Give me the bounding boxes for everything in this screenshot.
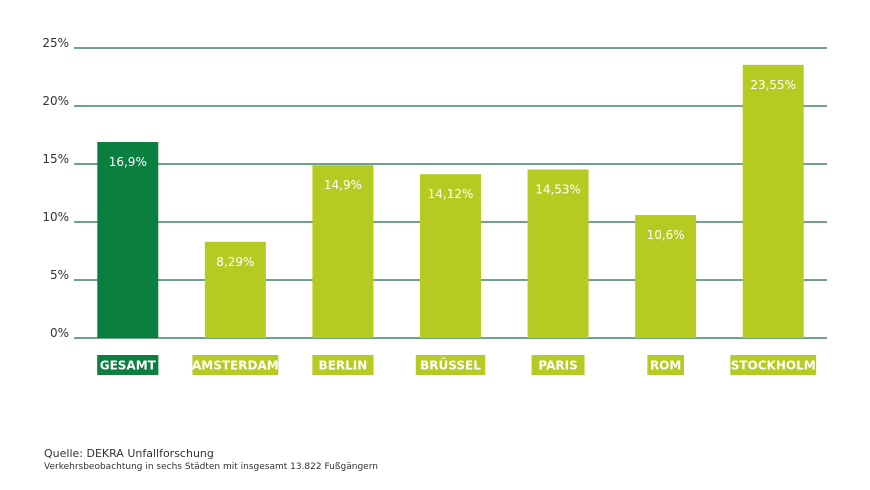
category-label-bg [192, 355, 279, 375]
category-label: PARIS [538, 359, 577, 373]
category-label: BRÜSSEL [420, 358, 481, 373]
value-label: 10,6% [647, 228, 685, 242]
y-axis-ticks: 0% 5% 10% 15% 20% 25% [42, 36, 69, 340]
y-tick-label: 25% [42, 36, 69, 50]
value-label: 8,29% [216, 255, 254, 269]
category-label: BERLIN [319, 359, 368, 373]
y-tick-label: 15% [42, 152, 69, 166]
bar [97, 141, 159, 338]
bar [742, 64, 804, 338]
category-label: AMSTERDAM [192, 359, 279, 373]
value-label: 14,9% [324, 178, 362, 192]
category-label-bg [647, 355, 684, 375]
category-label-bg [531, 355, 585, 375]
y-tick-label: 20% [42, 94, 69, 108]
category-label-bg [312, 355, 374, 375]
category-label: STOCKHOLM [731, 359, 816, 373]
category-label-bg [730, 355, 817, 375]
y-tick-label: 10% [42, 210, 69, 224]
value-label: 14,12% [428, 187, 474, 201]
category-label: ROM [650, 359, 681, 373]
bar-chart: 0% 5% 10% 15% 20% 25% 16,9% 8,29% 14,9% 14,12% 14… [42, 36, 827, 375]
category-label-bg [415, 355, 486, 375]
footnote-text: Verkehrsbeobachtung in sechs Städten mit… [44, 462, 378, 472]
bar [420, 174, 481, 338]
bar [204, 241, 266, 338]
source-text: Quelle: DEKRA Unfallforschung [44, 447, 214, 460]
y-tick-label: 5% [50, 268, 69, 282]
bars [97, 64, 804, 338]
value-label: 16,9% [109, 155, 147, 169]
value-label: 23,55% [750, 78, 796, 92]
y-tick-label: 0% [50, 326, 69, 340]
category-label: GESAMT [100, 359, 157, 373]
bar [635, 215, 697, 338]
bar [312, 165, 374, 338]
category-labels: GESAMT AMSTERDAM BERLIN BRÜSSEL PARIS ROM STOC… [97, 355, 817, 375]
value-label: 14,53% [535, 182, 581, 196]
value-labels: 16,9% 8,29% 14,9% 14,12% 14,53% 10,6% 23,55% [109, 78, 796, 269]
category-label-bg [97, 355, 159, 375]
bar [527, 169, 589, 338]
